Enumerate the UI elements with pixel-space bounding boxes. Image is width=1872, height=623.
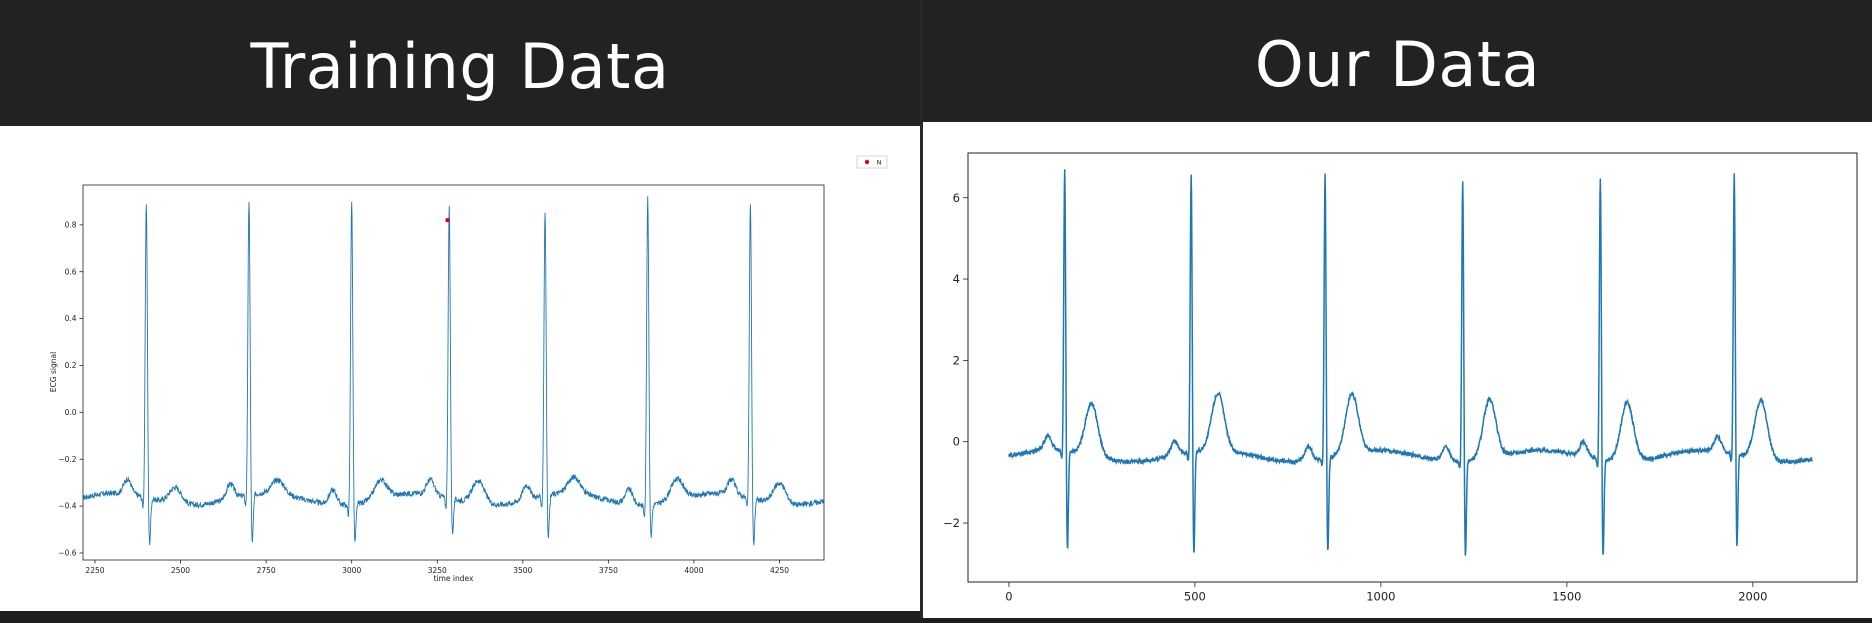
plot-frame [82,184,825,561]
training-data-header: Training Data [0,0,920,126]
legend-box [856,155,888,169]
y-tick-label: −0.2 [58,455,76,464]
x-tick-label: 2750 [257,566,276,575]
y-tick-label: 0.0 [65,408,77,417]
training-data-panel: Training Data 2250 2500 2750 3000 3250 3500 37… [0,0,920,618]
our-ecg-chart: 0 500 1000 1500 2000 −2 0 2 4 6 [943,152,1858,604]
training-ecg-signal-line [82,196,825,546]
x-tick-label: 2000 [1738,590,1767,604]
training-plot-area: 2250 2500 2750 3000 3250 3500 3750 4000 4250 −0.… [0,126,920,611]
y-tick-label: −0.4 [58,502,76,511]
x-tick-label: 2250 [85,566,104,575]
x-tick-label: 2500 [171,566,190,575]
y-tick-label: −2 [943,516,960,530]
y-tick-label: 0.6 [65,267,77,276]
x-tick-label: 3000 [342,566,361,575]
legend-marker [864,159,870,165]
x-tick-label: 500 [1184,590,1206,604]
x-tick-label: 1500 [1552,590,1581,604]
annotation-marker-n [445,217,450,223]
plot-frame [967,152,1858,583]
our-plot-area: 0 500 1000 1500 2000 −2 0 2 4 6 [923,122,1872,618]
y-tick-label: 6 [953,191,960,205]
x-tick-label: 4250 [770,566,789,575]
our-ecg-signal-line [1008,169,1814,556]
x-tick-label: 3500 [513,566,532,575]
y-tick-label: −0.6 [58,549,76,558]
y-tick-label: 0.4 [65,314,77,323]
y-axis-label: ECG signal [49,352,58,392]
x-tick-label: 0 [1005,590,1012,604]
training-ecg-chart: 2250 2500 2750 3000 3250 3500 3750 4000 4250 −0.… [49,155,888,583]
our-data-panel: Our Data 0 500 1000 1500 2000 −2 0 2 4 6 [923,0,1872,618]
training-data-title: Training Data [250,29,670,103]
y-tick-label: 4 [953,272,960,286]
x-tick-label: 3250 [428,566,447,575]
y-tick-label: 0 [953,435,960,449]
our-data-title: Our Data [1254,27,1541,101]
legend-label: N [877,159,882,167]
y-tick-label: 0.2 [65,361,77,370]
legend: N [856,155,888,169]
x-tick-label: 1000 [1366,590,1395,604]
x-tick-label: 3750 [599,566,618,575]
panel-divider [920,0,923,618]
y-tick-label: 2 [953,353,960,367]
our-data-header: Our Data [923,0,1872,122]
x-tick-label: 4000 [684,566,703,575]
x-axis-label: time index [434,574,474,583]
y-tick-label: 0.8 [65,220,77,229]
